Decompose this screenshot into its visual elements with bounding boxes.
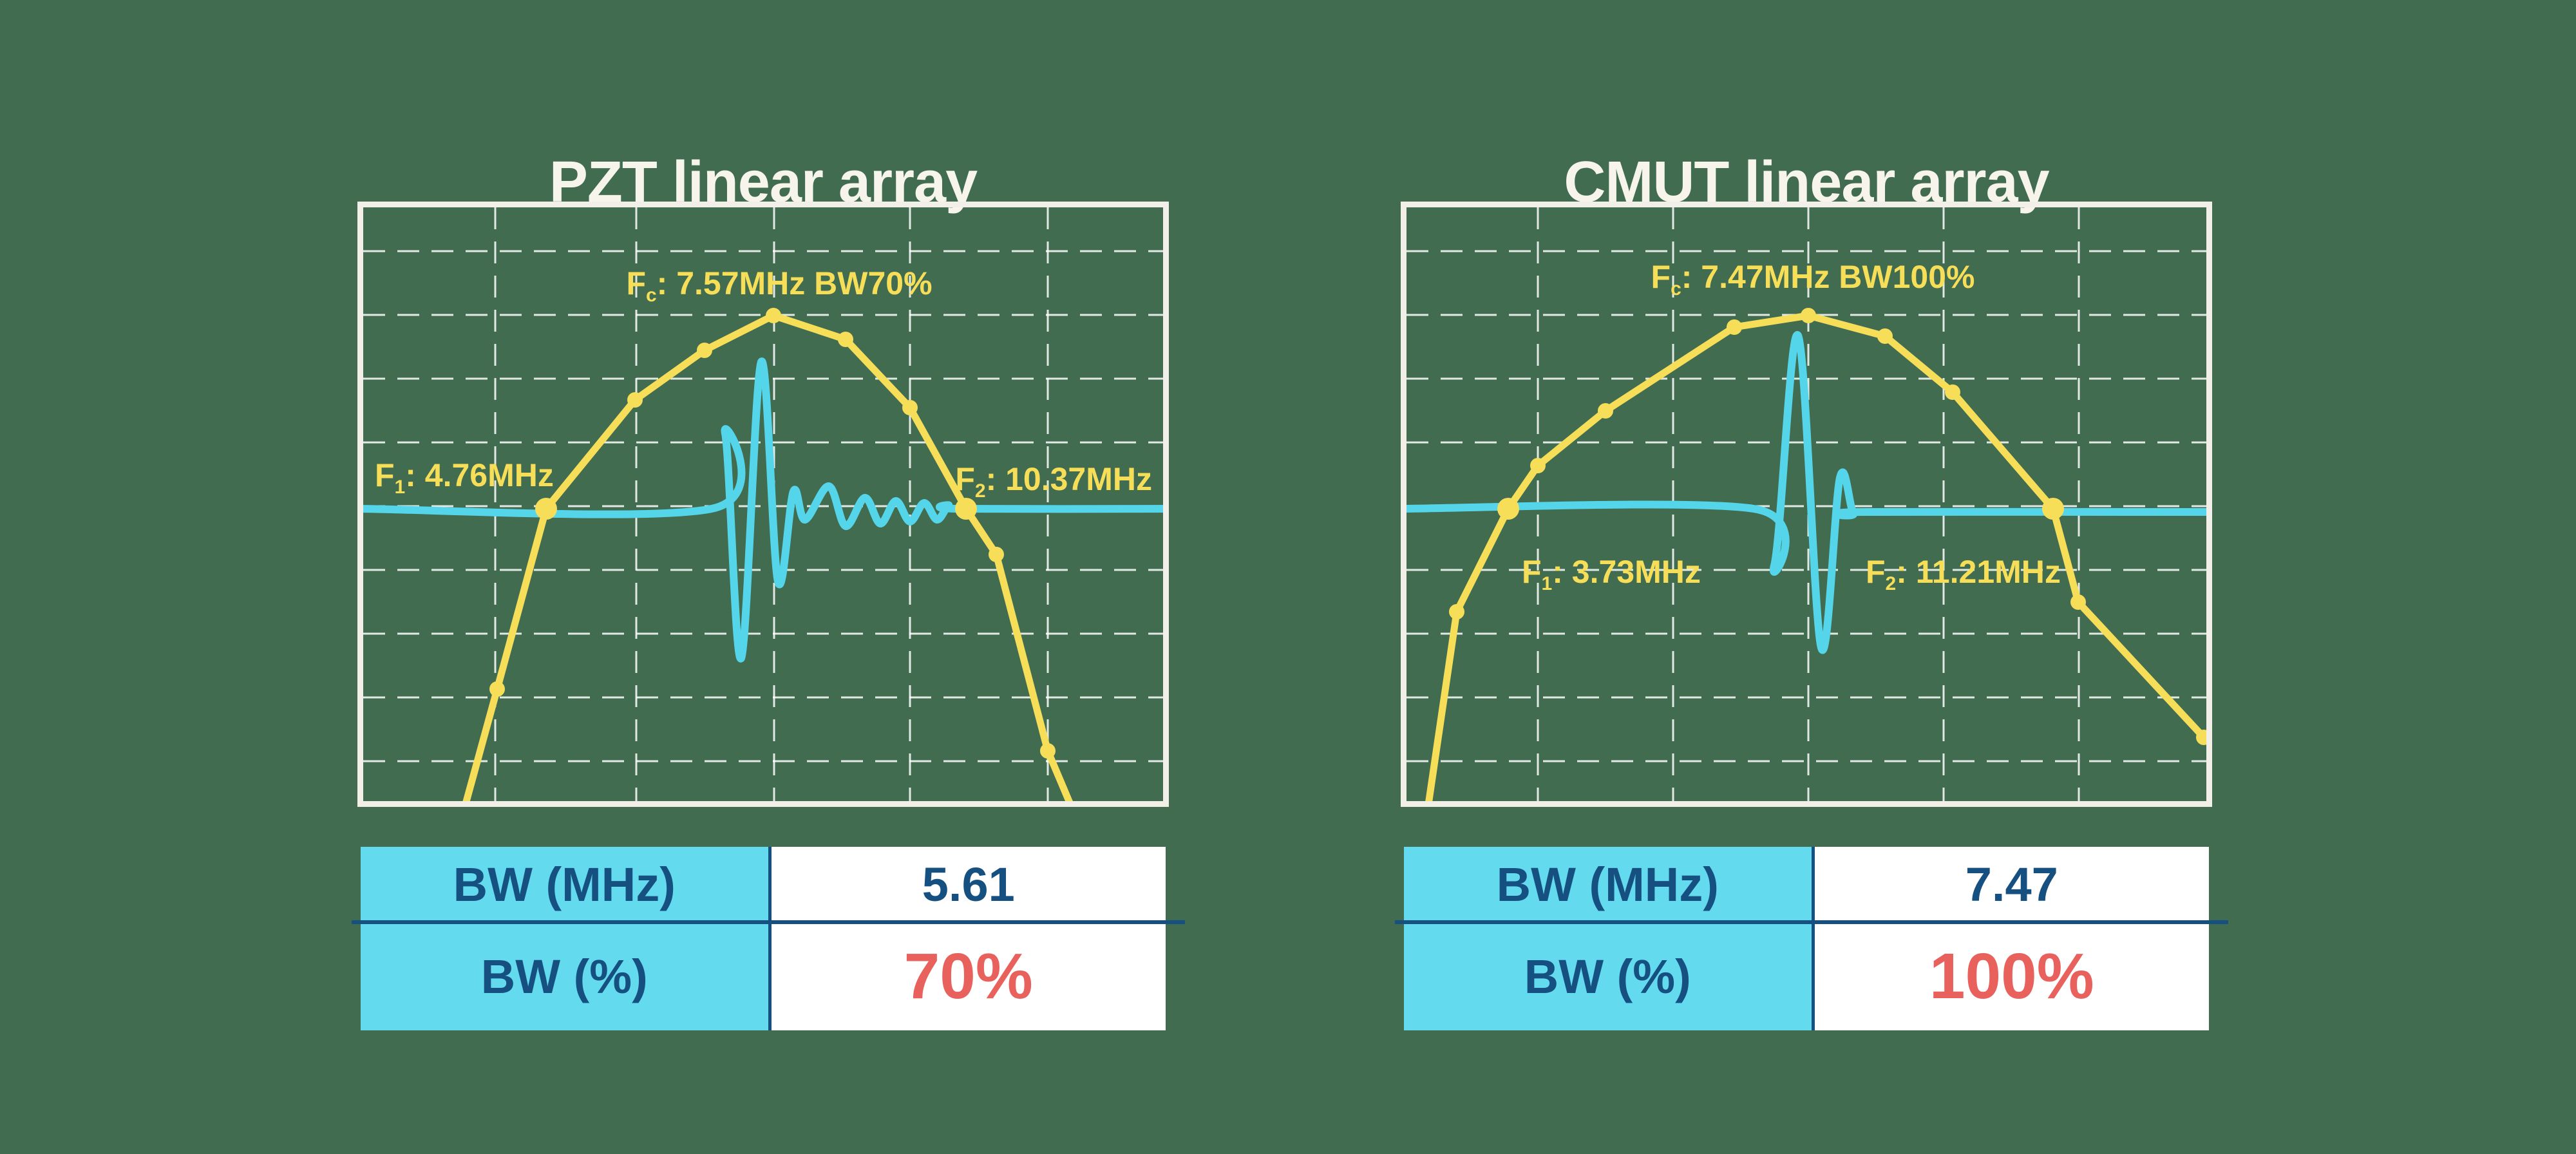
f2-annotation-subscript: 2 — [1885, 573, 1897, 594]
f1-annotation-subscript: 1 — [1541, 573, 1553, 594]
table-header-bw-percent: BW (%) — [361, 922, 772, 1030]
table-row: BW (%) 70% — [361, 922, 1166, 1030]
table-value-bw-mhz: 5.61 — [771, 847, 1166, 922]
spectrum-chart-cmut: Fc: 7.47MHz BW100% F1: 3.73MHz F2: 11.21… — [1401, 202, 2212, 807]
fc-annotation: Fc: 7.57MHz BW70% — [626, 265, 933, 307]
fc-annotation-value: : 7.57MHz BW70% — [656, 265, 933, 301]
panel-cmut: CMUT linear array Fc: 7.47MHz BW100% F1:… — [1395, 0, 2228, 1154]
bandwidth-table: BW (MHz) 7.47 BW (%) 100% — [1395, 847, 2228, 1030]
table-header-bw-mhz: BW (MHz) — [1404, 847, 1815, 922]
table-header-bw-percent: BW (%) — [1404, 922, 1815, 1030]
f1-annotation-value: : 3.73MHz — [1552, 554, 1701, 590]
table-row: BW (%) 100% — [1404, 922, 2209, 1030]
fc-annotation-symbol: F — [626, 265, 646, 301]
fc-annotation: Fc: 7.47MHz BW100% — [1651, 259, 1975, 300]
table-value-bw-mhz: 7.47 — [1814, 847, 2209, 922]
f1-annotation: F1: 3.73MHz — [1522, 554, 1701, 595]
f1-annotation-symbol: F — [1522, 554, 1542, 590]
fc-annotation-subscript: c — [1671, 278, 1681, 299]
f1-annotation: F1: 4.76MHz — [375, 458, 554, 498]
f2-annotation-symbol: F — [955, 461, 975, 497]
spectrum-plot — [1401, 202, 2212, 807]
f2-annotation-value: : 11.21MHz — [1896, 554, 2061, 590]
f2-annotation: F2: 11.21MHz — [1866, 554, 2061, 595]
f2-annotation-symbol: F — [1866, 554, 1886, 590]
table-row: BW (MHz) 5.61 — [361, 847, 1166, 922]
f2-annotation: F2: 10.37MHz — [955, 462, 1152, 502]
fc-annotation-symbol: F — [1651, 259, 1671, 295]
bandwidth-table: BW (MHz) 5.61 BW (%) 70% — [352, 847, 1185, 1030]
panel-pzt: PZT linear array Fc: 7.57MHz BW70% F1: 4… — [352, 0, 1185, 1154]
spectrum-chart-pzt: Fc: 7.57MHz BW70% F1: 4.76MHz F2: 10.37M… — [357, 202, 1169, 807]
fc-annotation-subscript: c — [645, 285, 657, 306]
table-value-bw-percent: 100% — [1814, 922, 2209, 1030]
table-row-divider — [1395, 920, 2228, 924]
table-header-bw-mhz: BW (MHz) — [361, 847, 772, 922]
table-row-divider — [352, 920, 1185, 924]
spectrum-plot — [357, 202, 1169, 807]
fc-annotation-value: : 7.47MHz BW100% — [1681, 259, 1975, 295]
f2-annotation-subscript: 2 — [974, 480, 986, 502]
f2-annotation-value: : 10.37MHz — [985, 461, 1152, 497]
f1-annotation-value: : 4.76MHz — [405, 457, 554, 493]
f1-annotation-subscript: 1 — [394, 477, 406, 498]
table-row: BW (MHz) 7.47 — [1404, 847, 2209, 922]
f1-annotation-symbol: F — [375, 457, 395, 493]
table-value-bw-percent: 70% — [771, 922, 1166, 1030]
